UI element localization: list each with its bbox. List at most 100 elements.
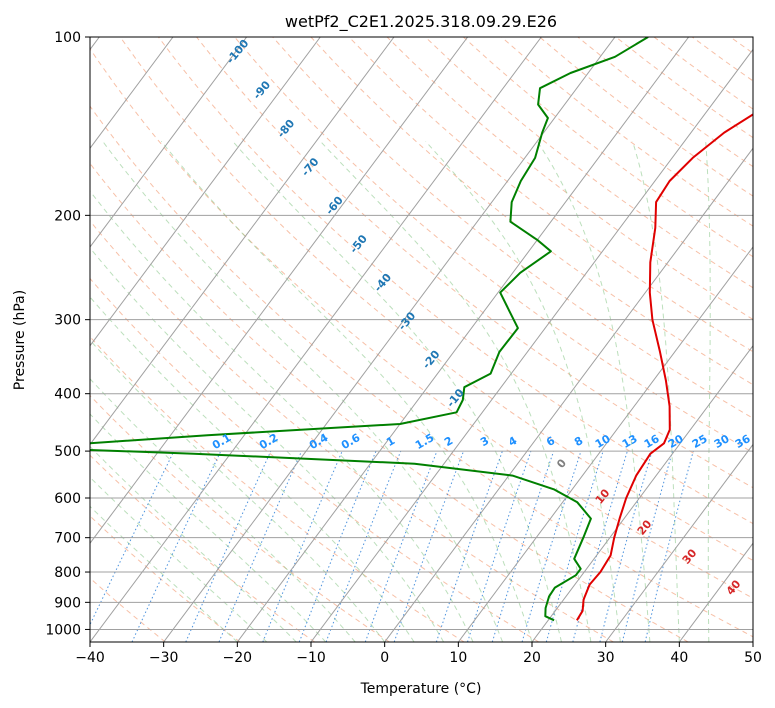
- mixing-ratio-label: 1.5: [413, 431, 436, 452]
- dry-adiabat: [158, 37, 753, 525]
- mixing-ratio-label: 0.4: [307, 431, 331, 452]
- dry-adiabat: [90, 220, 614, 642]
- mixing-ratio-label: 13: [620, 432, 640, 451]
- x-tick-label: 20: [523, 650, 541, 666]
- dry-adiabat: [90, 577, 166, 642]
- isotherm: [531, 344, 753, 642]
- mixing-ratio-line: [298, 450, 377, 642]
- isotherm: [163, 37, 616, 642]
- isotherm: [457, 246, 753, 642]
- dry-adiabat: [90, 47, 753, 599]
- dry-adiabat: [577, 37, 753, 168]
- moist-adiabat: [536, 141, 651, 642]
- mixing-ratio-label: 25: [690, 432, 710, 451]
- moist-adiabat: [90, 505, 238, 642]
- sounding-lines: [90, 37, 753, 622]
- mixing-ratio-label: 2: [442, 434, 455, 449]
- dry-adiabat-label: -80: [275, 117, 298, 141]
- mixing-ratio-line: [393, 450, 465, 642]
- y-tick-label: 800: [54, 565, 81, 581]
- mixing-ratio-line: [545, 450, 604, 642]
- isotherm: [90, 37, 174, 150]
- dry-adiabat: [653, 37, 753, 110]
- x-tick-label: 0: [380, 650, 389, 666]
- moist-adiabat: [232, 140, 562, 642]
- dry-adiabat: [348, 37, 753, 353]
- moist-adiabat-label: 30: [680, 546, 700, 566]
- y-tick-label: 700: [54, 531, 81, 547]
- isotherm: [236, 37, 690, 642]
- mixing-ratio-label: 30: [712, 432, 732, 451]
- x-tick-label: 10: [449, 650, 467, 666]
- y-tick-label: 1000: [45, 622, 81, 638]
- x-tick-label: −40: [75, 650, 105, 666]
- isotherm: [384, 147, 753, 642]
- dry-adiabat: [196, 37, 753, 489]
- mixing-ratio-line: [435, 450, 503, 642]
- background-lines: [90, 37, 775, 642]
- x-tick-label: −10: [296, 650, 326, 666]
- y-tick-label: 900: [54, 595, 81, 611]
- dry-adiabat: [90, 335, 465, 642]
- x-tick-label: 50: [744, 650, 762, 666]
- moist-adiabat-label: 40: [724, 577, 744, 597]
- dry-adiabat-label: -60: [323, 194, 346, 218]
- mixing-ratio-line: [185, 450, 272, 642]
- dry-adiabat-label: -70: [299, 155, 322, 179]
- temperature-line: [576, 113, 753, 621]
- isotherm: [90, 37, 469, 545]
- plot-frame: [89, 36, 754, 643]
- dry-adiabat: [90, 162, 689, 642]
- moist-adiabat-label: 10: [593, 486, 613, 506]
- dry-adiabat: [310, 37, 753, 386]
- dry-adiabat: [90, 394, 390, 642]
- mixing-ratio-line: [131, 450, 222, 642]
- dry-adiabat-label: -90: [250, 78, 273, 102]
- dry-adiabat: [119, 37, 753, 561]
- y-tick-label: 600: [54, 491, 81, 507]
- mixing-ratio-label: 6: [544, 434, 557, 449]
- mixing-ratio-label: 3: [478, 434, 491, 449]
- dry-adiabat: [501, 37, 753, 227]
- dry-adiabat: [90, 105, 753, 638]
- isotherm: [90, 37, 542, 642]
- isotherm: [310, 48, 753, 642]
- mixing-ratio-line: [491, 450, 555, 642]
- mixing-ratio-line: [364, 450, 438, 642]
- mixing-ratio-line: [90, 450, 175, 626]
- dry-adiabat-label: -50: [347, 232, 370, 256]
- x-tick-label: −20: [223, 650, 253, 666]
- isotherm: [90, 37, 321, 347]
- dry-adiabat: [272, 37, 753, 419]
- mixing-ratio-label: 0.2: [257, 431, 280, 452]
- y-tick-label: 500: [54, 444, 81, 460]
- mixing-ratio-line: [521, 450, 582, 642]
- mixing-ratio-label: 8: [572, 434, 585, 449]
- mixing-ratio-line: [467, 450, 532, 642]
- mixing-ratio-line: [644, 450, 694, 642]
- dewpoint-line: [90, 37, 649, 622]
- moist-adiabat-label: 20: [635, 517, 655, 537]
- x-axis: −40 −30 −20 −10 0 10 20 30 40 50: [75, 642, 762, 666]
- dry-adiabat: [234, 37, 753, 454]
- isotherm: [752, 641, 753, 642]
- dry-adiabat: [90, 515, 241, 642]
- mixing-ratio-label: 10: [593, 432, 613, 451]
- dry-adiabat: [768, 37, 775, 642]
- dry-adiabat: [424, 37, 753, 289]
- y-tick-label: 100: [54, 30, 81, 46]
- mixing-ratio-label: 20: [666, 432, 686, 451]
- mixing-ratio-line: [621, 450, 673, 642]
- mixing-ratio-line: [599, 450, 653, 642]
- dry-adiabat-label: -30: [396, 309, 419, 333]
- dry-adiabat-label: -40: [371, 271, 394, 295]
- isopleth-labels: -100-90-80-70-60-50-40-30-20-100.1 0.2 0.4…: [210, 37, 753, 598]
- mixing-ratio-line: [218, 450, 303, 642]
- x-axis-label: Temperature (°C): [360, 681, 482, 697]
- isotherm: [90, 37, 395, 446]
- mixing-ratio-line: [325, 450, 402, 642]
- mixing-ratio-line: [262, 450, 343, 642]
- y-axis-label: Pressure (hPa): [12, 290, 28, 390]
- y-tick-label: 200: [54, 208, 81, 224]
